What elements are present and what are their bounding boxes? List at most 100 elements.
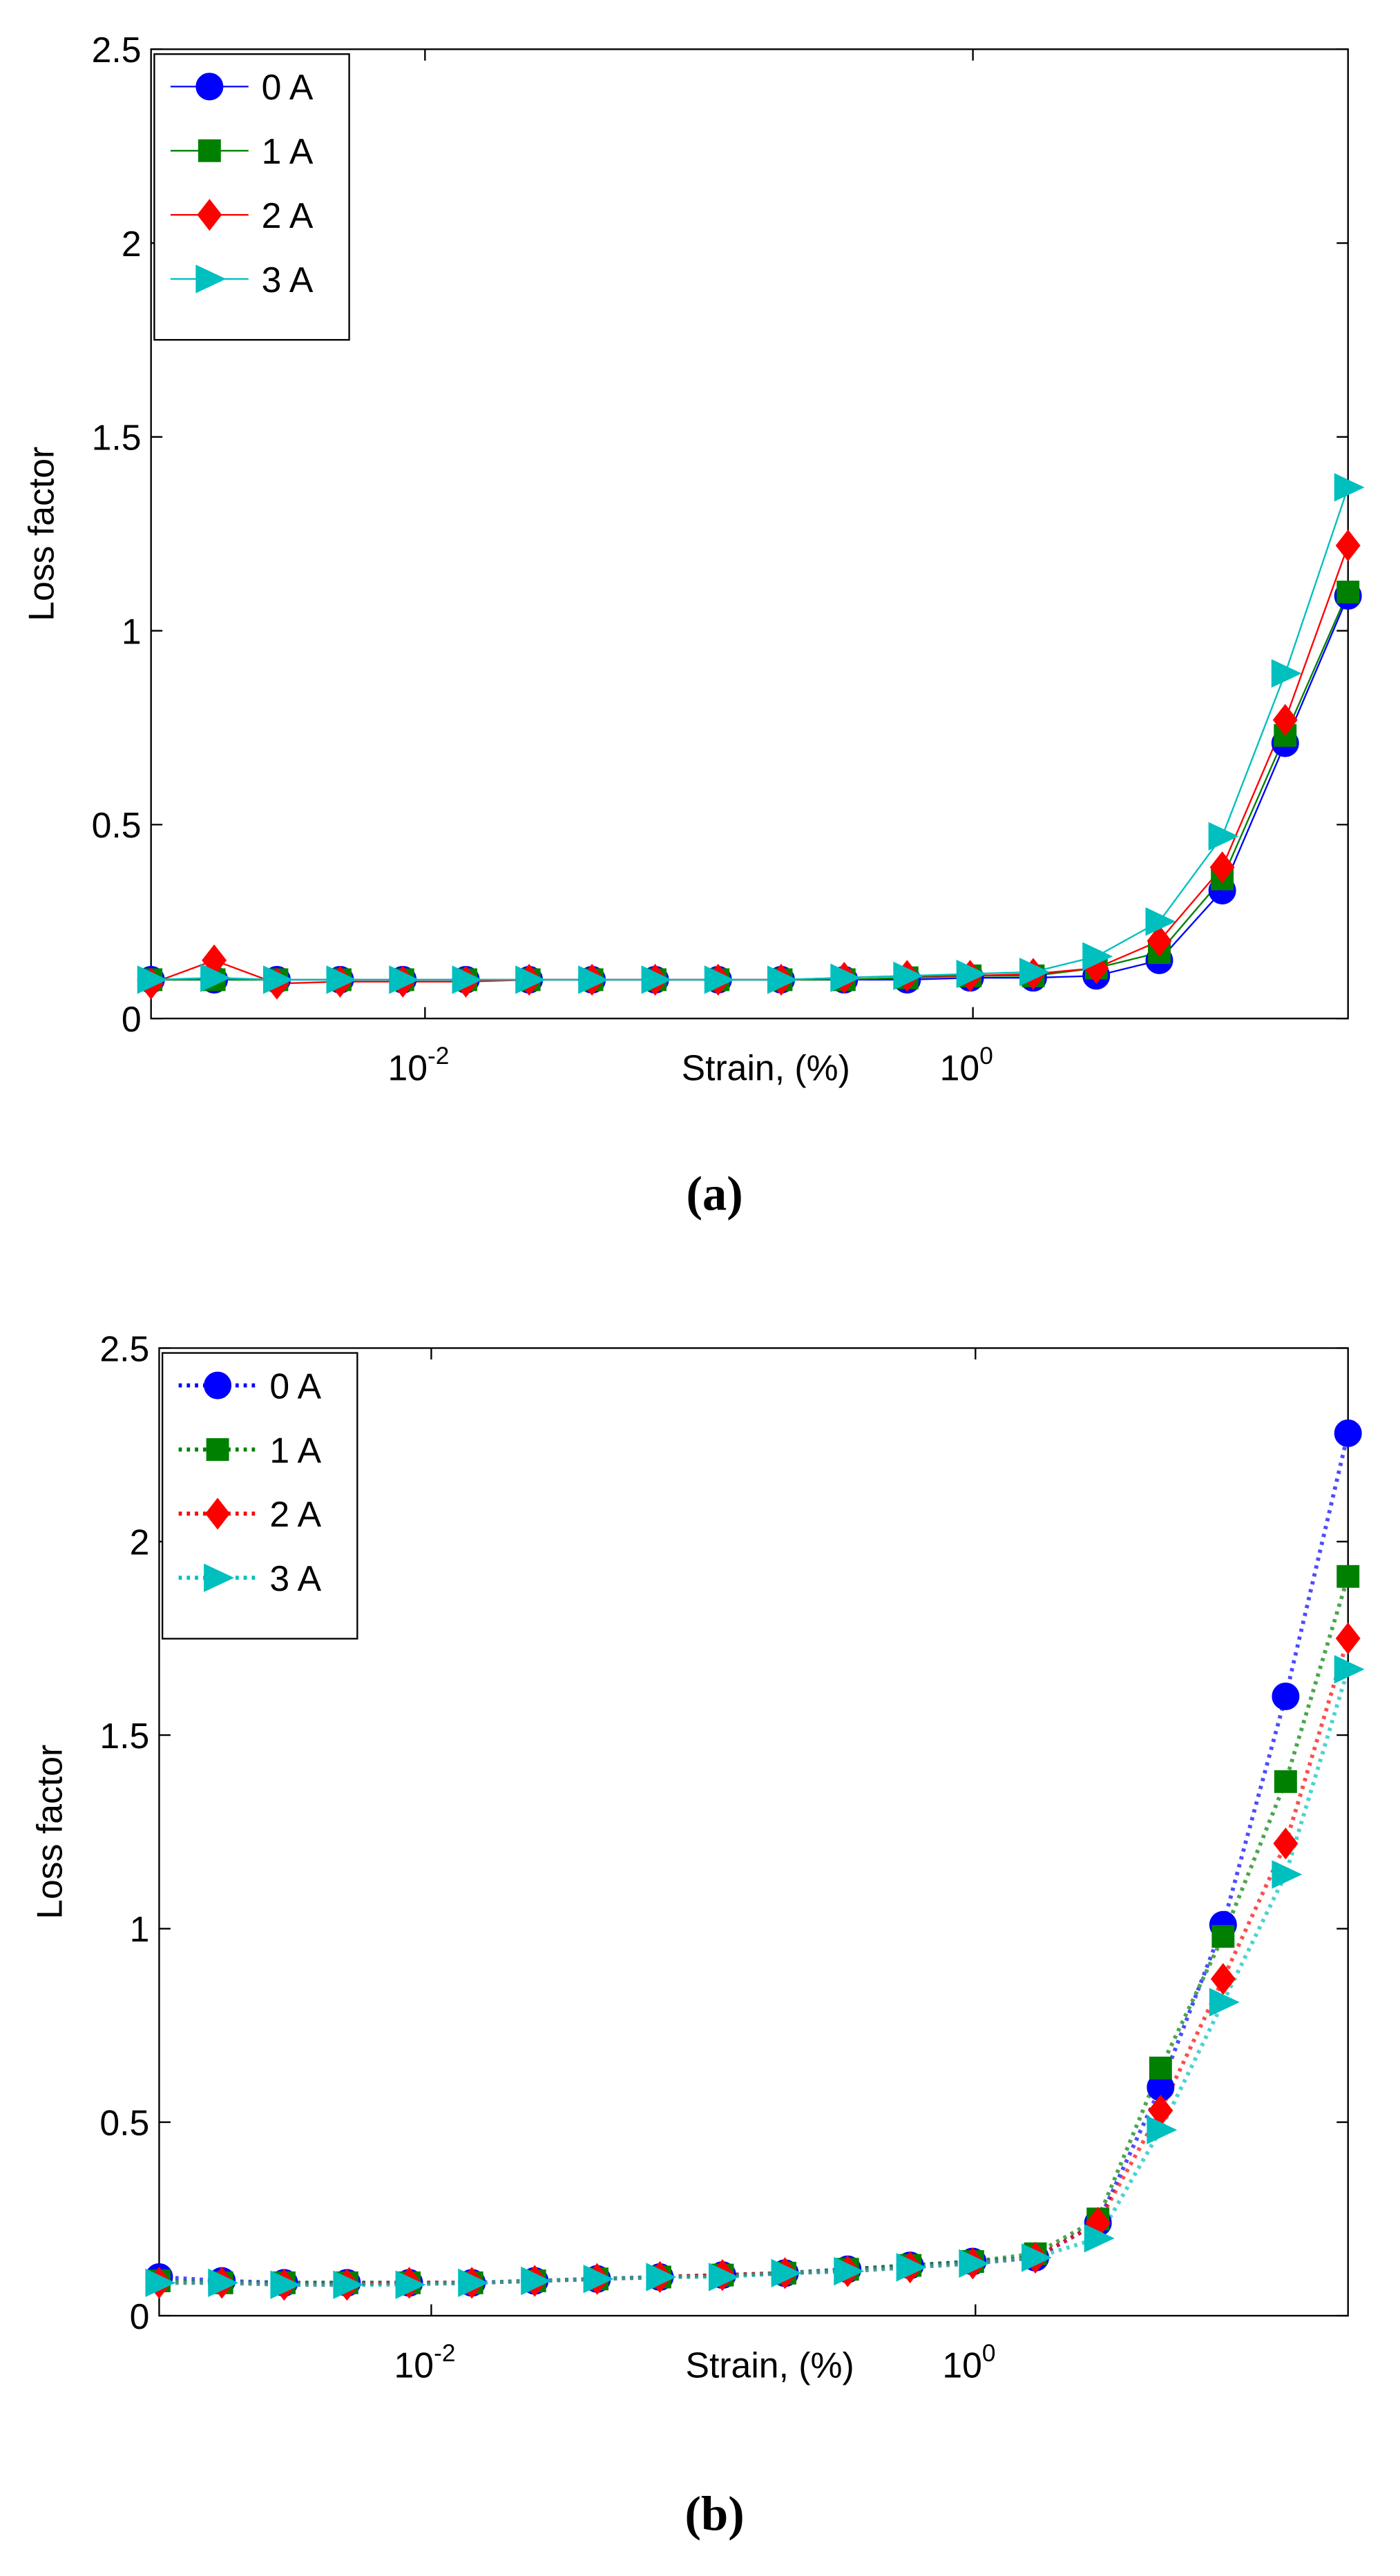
marker <box>1019 958 1050 987</box>
marker <box>830 963 861 992</box>
x-tick-label: 10-2 <box>387 1043 449 1088</box>
marker <box>767 965 798 994</box>
marker <box>1082 942 1113 971</box>
y-tick-label: 0.5 <box>92 805 142 845</box>
tick-exponent: -2 <box>428 1043 449 1069</box>
tick-exponent: -2 <box>434 2340 455 2367</box>
marker <box>1272 1683 1300 1711</box>
y-tick-label: 1 <box>122 611 142 651</box>
tick-exponent: 0 <box>982 2340 996 2367</box>
y-tick-label: 2.5 <box>92 30 142 70</box>
tick-base: 10 <box>387 1048 428 1088</box>
legend-box <box>153 53 350 341</box>
marker <box>515 965 546 994</box>
legend-label: 2 A <box>262 195 314 235</box>
legend-marker <box>195 72 224 101</box>
marker <box>704 965 735 994</box>
marker <box>1336 1565 1360 1588</box>
marker <box>145 2268 176 2298</box>
marker <box>646 2263 677 2292</box>
marker <box>333 2270 364 2299</box>
y-tick-label: 0 <box>130 2296 150 2336</box>
y-tick-label: 1 <box>130 1909 150 1949</box>
marker <box>641 965 672 994</box>
marker <box>893 961 924 991</box>
legend-marker <box>204 1563 235 1592</box>
marker <box>1209 1988 1240 2017</box>
marker <box>1084 2224 1115 2253</box>
marker <box>1334 1655 1365 1684</box>
marker <box>1210 1963 1236 1995</box>
marker <box>1274 1770 1297 1793</box>
x-axis-label: Strain, (%) <box>685 2345 854 2385</box>
y-tick-label: 0 <box>122 999 142 1039</box>
y-tick-label: 0.5 <box>99 2103 149 2143</box>
legend-label: 3 A <box>262 260 314 300</box>
legend-label: 0 A <box>262 67 314 107</box>
y-tick-label: 2.5 <box>99 1328 149 1368</box>
marker <box>1336 580 1360 603</box>
marker <box>458 2268 489 2298</box>
marker <box>1208 822 1239 851</box>
marker <box>452 965 483 994</box>
marker <box>1211 1925 1235 1948</box>
y-axis-label: Loss factor <box>21 447 61 621</box>
marker <box>578 965 609 994</box>
y-tick-label: 1.5 <box>99 1716 149 1756</box>
marker <box>771 2258 802 2288</box>
caption: (a) <box>687 1168 743 1221</box>
marker <box>896 2253 927 2282</box>
marker <box>1149 2056 1172 2080</box>
legend-box <box>161 1352 358 1640</box>
legend-marker <box>204 1371 232 1400</box>
series-line <box>159 1668 1350 2287</box>
marker <box>395 2270 426 2299</box>
marker <box>270 2270 301 2299</box>
tick-exponent: 0 <box>979 1043 993 1069</box>
caption: (b) <box>685 2487 745 2541</box>
plot-area <box>150 48 1349 1020</box>
legend-label: 0 A <box>269 1366 321 1406</box>
tick-base: 10 <box>940 1048 980 1088</box>
legend-marker <box>198 139 221 162</box>
x-tick-label: 10-2 <box>394 2340 456 2385</box>
marker <box>137 965 168 994</box>
marker <box>834 2256 865 2286</box>
legend-marker <box>206 1438 229 1461</box>
marker <box>1334 473 1365 502</box>
marker <box>959 2249 990 2278</box>
marker <box>1271 659 1302 688</box>
y-tick-label: 2 <box>130 1522 150 1562</box>
tick-base: 10 <box>394 2345 434 2385</box>
marker <box>1209 851 1235 884</box>
legend-label: 3 A <box>269 1558 321 1598</box>
legend-label: 2 A <box>269 1494 321 1534</box>
marker <box>1334 1419 1362 1447</box>
legend-label: 1 A <box>269 1430 321 1470</box>
marker <box>583 2265 614 2294</box>
y-tick-label: 2 <box>122 224 142 264</box>
marker <box>1272 704 1298 736</box>
marker <box>1145 907 1176 936</box>
legend-marker <box>195 264 227 293</box>
plot-area <box>158 1347 1349 2317</box>
marker <box>389 965 420 994</box>
legend-marker <box>197 199 222 231</box>
tick-base: 10 <box>942 2345 982 2385</box>
marker <box>326 965 357 994</box>
x-tick-label: 100 <box>940 1043 993 1088</box>
legend-marker <box>205 1498 231 1530</box>
marker <box>1273 1827 1298 1860</box>
marker <box>262 965 294 994</box>
marker <box>200 963 231 992</box>
marker <box>1272 1860 1303 1889</box>
legend-label: 1 A <box>262 131 314 171</box>
marker <box>1335 529 1361 562</box>
y-tick-label: 1.5 <box>92 418 142 458</box>
marker <box>1022 2243 1052 2272</box>
x-tick-label: 100 <box>942 2340 995 2385</box>
y-axis-label: Loss factor <box>29 1745 69 1919</box>
marker <box>521 2266 552 2296</box>
